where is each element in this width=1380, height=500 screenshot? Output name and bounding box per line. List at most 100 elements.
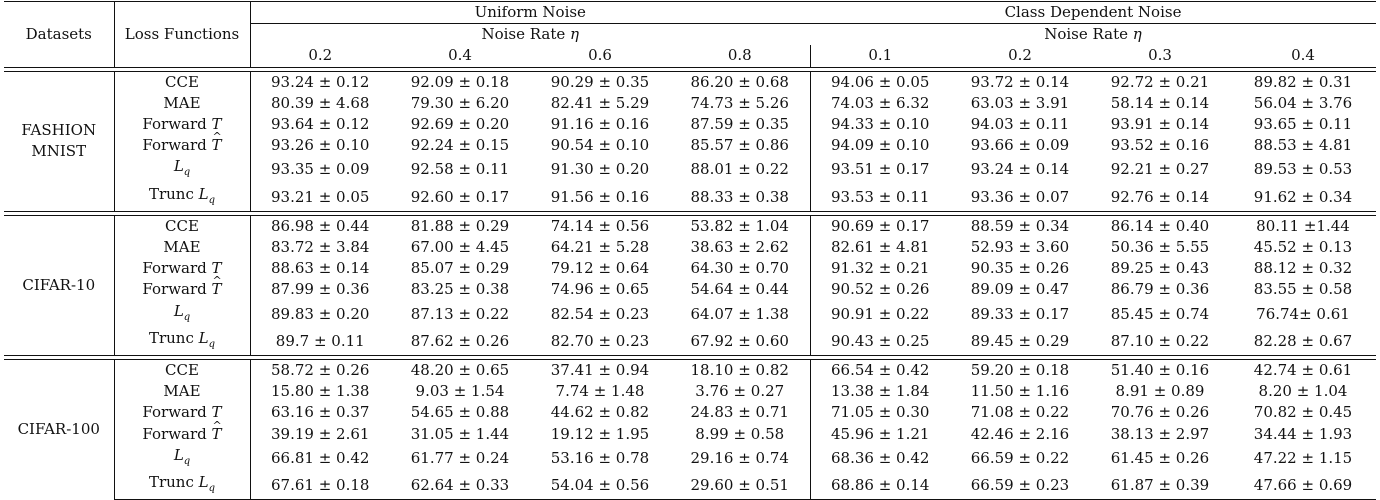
group-separator [4, 355, 1377, 361]
result-cell: 88.63 ± 0.14 [271, 259, 370, 278]
result-cell: 89.45 ± 0.29 [970, 331, 1070, 350]
result-cell: 80.39 ± 4.68 [271, 93, 370, 112]
result-cell: 71.08 ± 0.22 [970, 403, 1070, 422]
dataset-name: CIFAR-100 [4, 359, 115, 500]
result-cell: 88.01 ± 0.22 [690, 160, 789, 179]
result-cell: 8.91 ± 0.89 [1115, 382, 1205, 401]
result-cell: 74.73 ± 5.26 [690, 93, 789, 112]
result-cell: 74.03 ± 6.32 [809, 92, 950, 115]
table-row: MAE 80.39 ± 4.68 79.30 ± 6.20 82.41 ± 5.29 7… [4, 92, 1376, 115]
loss-name-cce: CCE [114, 215, 251, 238]
result-cell: 92.21 ± 0.27 [1110, 160, 1210, 179]
result-cell: 87.13 ± 0.22 [410, 304, 510, 323]
result-cell: 89.82 ± 0.31 [1253, 72, 1353, 91]
result-cell: 87.62 ± 0.26 [410, 331, 510, 350]
loss-name-cce: CCE [114, 359, 251, 382]
result-cell: 11.50 ± 1.16 [970, 382, 1070, 401]
table-row: Forward T 88.63 ± 0.14 85.07 ± 0.29 79.12 ±… [4, 258, 1376, 280]
result-cell: 66.54 ± 0.42 [809, 359, 950, 382]
rate-uniform-4: 0.8 [727, 46, 752, 65]
result-cell: 56.04 ± 3.76 [1253, 93, 1353, 112]
forward-t-hat-symbol: T [212, 126, 222, 156]
result-cell: 64.07 ± 1.38 [690, 304, 789, 323]
result-cell: 93.52 ± 0.16 [1110, 136, 1210, 155]
loss-name-trunc: Trunc Lq [114, 472, 251, 500]
result-cell: 18.10 ± 0.82 [690, 361, 789, 380]
result-cell: 93.24 ± 0.14 [970, 160, 1070, 179]
result-cell: 88.53 ± 4.81 [1253, 136, 1353, 155]
result-cell: 85.07 ± 0.29 [410, 259, 510, 278]
rate-class-1: 0.1 [809, 45, 950, 68]
result-cell: 92.09 ± 0.18 [410, 72, 510, 91]
result-cell: 63.16 ± 0.37 [271, 403, 370, 422]
loss-name-fwd: Forward T [114, 402, 251, 424]
result-cell: 82.61 ± 4.81 [809, 237, 950, 259]
table-row: MAE 15.80 ± 1.38 9.03 ± 1.54 7.74 ± 1.48 3.7… [4, 381, 1376, 403]
table-row: Trunc Lq 93.21 ± 0.05 92.60 ± 0.17 91.56 ± … [4, 183, 1376, 212]
result-cell: 38.13 ± 2.97 [1110, 424, 1210, 443]
result-cell: 8.99 ± 0.58 [695, 424, 785, 443]
result-cell: 92.72 ± 0.21 [1110, 72, 1210, 91]
result-cell: 83.55 ± 0.58 [1253, 280, 1353, 299]
result-cell: 93.53 ± 0.11 [809, 183, 950, 212]
noise-rate-symbol: η [570, 25, 580, 44]
header-uniform-noise: Uniform Noise [250, 0, 810, 25]
result-cell: 91.16 ± 0.16 [550, 115, 650, 134]
result-cell: 91.62 ± 0.34 [1253, 187, 1353, 206]
loss-name-lq: Lq [114, 444, 251, 473]
result-cell: 92.69 ± 0.20 [410, 115, 510, 134]
result-cell: 54.04 ± 0.56 [530, 472, 670, 500]
noise-rate-label: Noise Rate [481, 25, 566, 44]
result-cell: 67.00 ± 4.45 [410, 238, 510, 257]
result-cell: 88.33 ± 0.38 [690, 187, 789, 206]
result-cell: 93.64 ± 0.12 [271, 115, 370, 134]
result-cell: 92.58 ± 0.11 [410, 160, 510, 179]
result-cell: 70.82 ± 0.45 [1253, 403, 1353, 422]
result-cell: 89.53 ± 0.53 [1253, 160, 1353, 179]
table-row: Lq 66.81 ± 0.42 61.77 ± 0.24 53.16 ± 0.78 29… [4, 444, 1376, 473]
result-cell: 93.35 ± 0.09 [271, 160, 370, 179]
result-cell: 59.20 ± 0.18 [970, 361, 1070, 380]
result-cell: 93.72 ± 0.14 [970, 72, 1070, 91]
result-cell: 86.79 ± 0.36 [1110, 280, 1210, 299]
result-cell: 70.76 ± 0.26 [1110, 403, 1210, 422]
result-cell: 29.16 ± 0.74 [690, 448, 789, 467]
result-cell: 87.10 ± 0.22 [1110, 331, 1210, 350]
rate-class-4: 0.4 [1291, 46, 1315, 65]
result-cell: 61.45 ± 0.26 [1110, 448, 1210, 467]
result-cell: 66.81 ± 0.42 [271, 448, 370, 467]
group-separator [4, 66, 1377, 72]
result-cell: 83.25 ± 0.38 [410, 280, 510, 299]
result-cell: 54.64 ± 0.44 [690, 280, 789, 299]
result-cell: 42.46 ± 2.16 [970, 424, 1070, 443]
result-cell: 86.14 ± 0.40 [1110, 216, 1210, 235]
loss-name-lq: Lq [114, 300, 251, 328]
result-cell: 82.70 ± 0.23 [550, 331, 650, 350]
results-table: Datasets Loss Functions Uniform Noise Cl… [4, 0, 1377, 500]
result-cell: 93.51 ± 0.17 [809, 156, 950, 184]
table-row: Forward T 87.99 ± 0.36 83.25 ± 0.38 74.96 ±… [4, 270, 1376, 301]
result-cell: 44.62 ± 0.82 [550, 403, 650, 422]
table-row: Trunc Lq 89.7 ± 0.11 87.62 ± 0.26 82.70 ± 0… [4, 327, 1376, 356]
result-cell: 63.03 ± 3.91 [970, 93, 1070, 112]
result-cell: 80.11 ±1.44 [1256, 216, 1350, 235]
rate-uniform-2: 0.4 [448, 46, 472, 65]
result-cell: 89.83 ± 0.20 [271, 304, 370, 323]
forward-t-hat-symbol: T [212, 415, 222, 445]
result-cell: 67.61 ± 0.18 [250, 472, 390, 500]
header-noise-rate-class: Noise Rate η [810, 24, 1376, 46]
loss-name-mae: MAE [114, 237, 251, 259]
result-cell: 90.54 ± 0.10 [550, 136, 650, 155]
result-cell: 94.33 ± 0.10 [809, 114, 950, 136]
result-cell: 62.64 ± 0.33 [390, 472, 530, 500]
result-cell: 86.20 ± 0.68 [690, 72, 789, 91]
dataset-name-line: CIFAR-10 [22, 275, 96, 294]
result-cell: 85.57 ± 0.86 [690, 136, 789, 155]
result-cell: 58.14 ± 0.14 [1110, 93, 1210, 112]
result-cell: 79.30 ± 6.20 [410, 93, 510, 112]
result-cell: 74.96 ± 0.65 [550, 280, 650, 299]
result-cell: 45.52 ± 0.13 [1253, 238, 1353, 257]
result-cell: 47.22 ± 1.15 [1253, 448, 1353, 467]
result-cell: 92.76 ± 0.14 [1110, 187, 1210, 206]
result-cell: 93.65 ± 0.11 [1253, 115, 1353, 134]
